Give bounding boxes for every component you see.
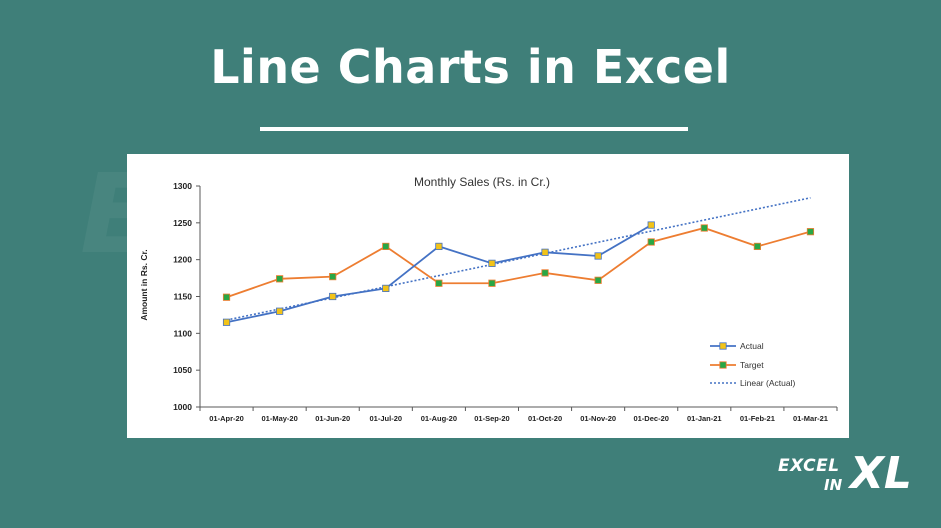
marker-target: [488, 279, 496, 287]
x-tick-label: 01-Oct-20: [528, 414, 562, 423]
x-tick-label: 01-Sep-20: [474, 414, 509, 423]
marker-actual: [329, 292, 337, 301]
marker-target: [382, 242, 390, 251]
marker-actual: [276, 307, 284, 315]
marker-actual: [541, 248, 549, 256]
legend-label: Actual: [740, 341, 764, 351]
marker-actual: [488, 259, 496, 267]
series-lines: [226, 224, 811, 324]
banner-title: Line Charts in Excel: [210, 40, 731, 94]
marker-actual: [647, 221, 655, 229]
y-tick-label: 1150: [174, 292, 193, 302]
line-chart: Monthly Sales (Rs. in Cr.) Amount in Rs.…: [139, 175, 838, 423]
series-markers: [222, 221, 815, 326]
series-line-target: [226, 227, 811, 299]
legend-label: Linear (Actual): [740, 378, 795, 388]
marker-actual: [222, 318, 231, 326]
logo-xl-text: XL: [850, 448, 912, 499]
logo-excel-text: EXCEL: [778, 456, 840, 476]
marker-target: [700, 224, 708, 232]
chart-title: Monthly Sales (Rs. in Cr.): [414, 175, 550, 189]
legend-marker: [719, 361, 727, 369]
marker-actual: [382, 284, 390, 292]
legend-label: Target: [740, 360, 764, 370]
marker-target: [329, 273, 337, 281]
excel-in-xl-logo: EXCEL IN XL: [778, 452, 912, 500]
y-tick-label: 1000: [173, 402, 192, 412]
marker-target: [435, 279, 443, 287]
x-tick-label: 01-Apr-20: [209, 414, 244, 423]
x-tick-label: 01-May-20: [261, 414, 297, 423]
marker-target: [806, 228, 815, 236]
y-tick-label: 1100: [174, 328, 193, 338]
x-tick-label: 01-Aug-20: [421, 414, 457, 423]
x-tick-label: 01-Feb-21: [740, 414, 775, 423]
chart-axes: 1000 1050 1100 1150 1200 1250 1300 01-Apr-20 01-…: [173, 181, 838, 423]
trendline-group: [226, 197, 811, 321]
marker-target: [222, 293, 231, 301]
marker-target: [541, 269, 549, 277]
marker-target: [594, 276, 602, 284]
x-tick-label: 01-Jun-20: [315, 414, 350, 423]
logo-in-text: IN: [824, 476, 843, 494]
y-tick-label: 1050: [173, 365, 192, 375]
y-tick-label: 1250: [173, 218, 192, 228]
chart-panel: Monthly Sales (Rs. in Cr.) Amount in Rs.…: [127, 154, 849, 438]
x-tick-label: 01-Nov-20: [580, 414, 616, 423]
series-line-actual: [226, 224, 652, 324]
marker-actual: [594, 252, 602, 260]
title-underline: [260, 127, 688, 131]
legend-marker: [719, 342, 727, 350]
marker-target: [647, 238, 655, 246]
marker-target: [753, 242, 761, 251]
x-tick-label: 01-Jul-20: [370, 414, 403, 423]
trendline-actual: [226, 197, 811, 321]
y-tick-label: 1300: [173, 181, 192, 191]
x-tick-label: 01-Mar-21: [793, 414, 828, 423]
x-tick-label: 01-Jan-21: [687, 414, 722, 423]
marker-target: [276, 275, 284, 283]
y-tick-label: 1200: [173, 255, 192, 265]
chart-legend: Actual Target Linear (Actual): [710, 341, 795, 388]
x-tick-label: 01-Dec-20: [633, 414, 668, 423]
marker-actual: [435, 242, 443, 251]
y-axis-label: Amount in Rs. Cr.: [139, 249, 149, 320]
